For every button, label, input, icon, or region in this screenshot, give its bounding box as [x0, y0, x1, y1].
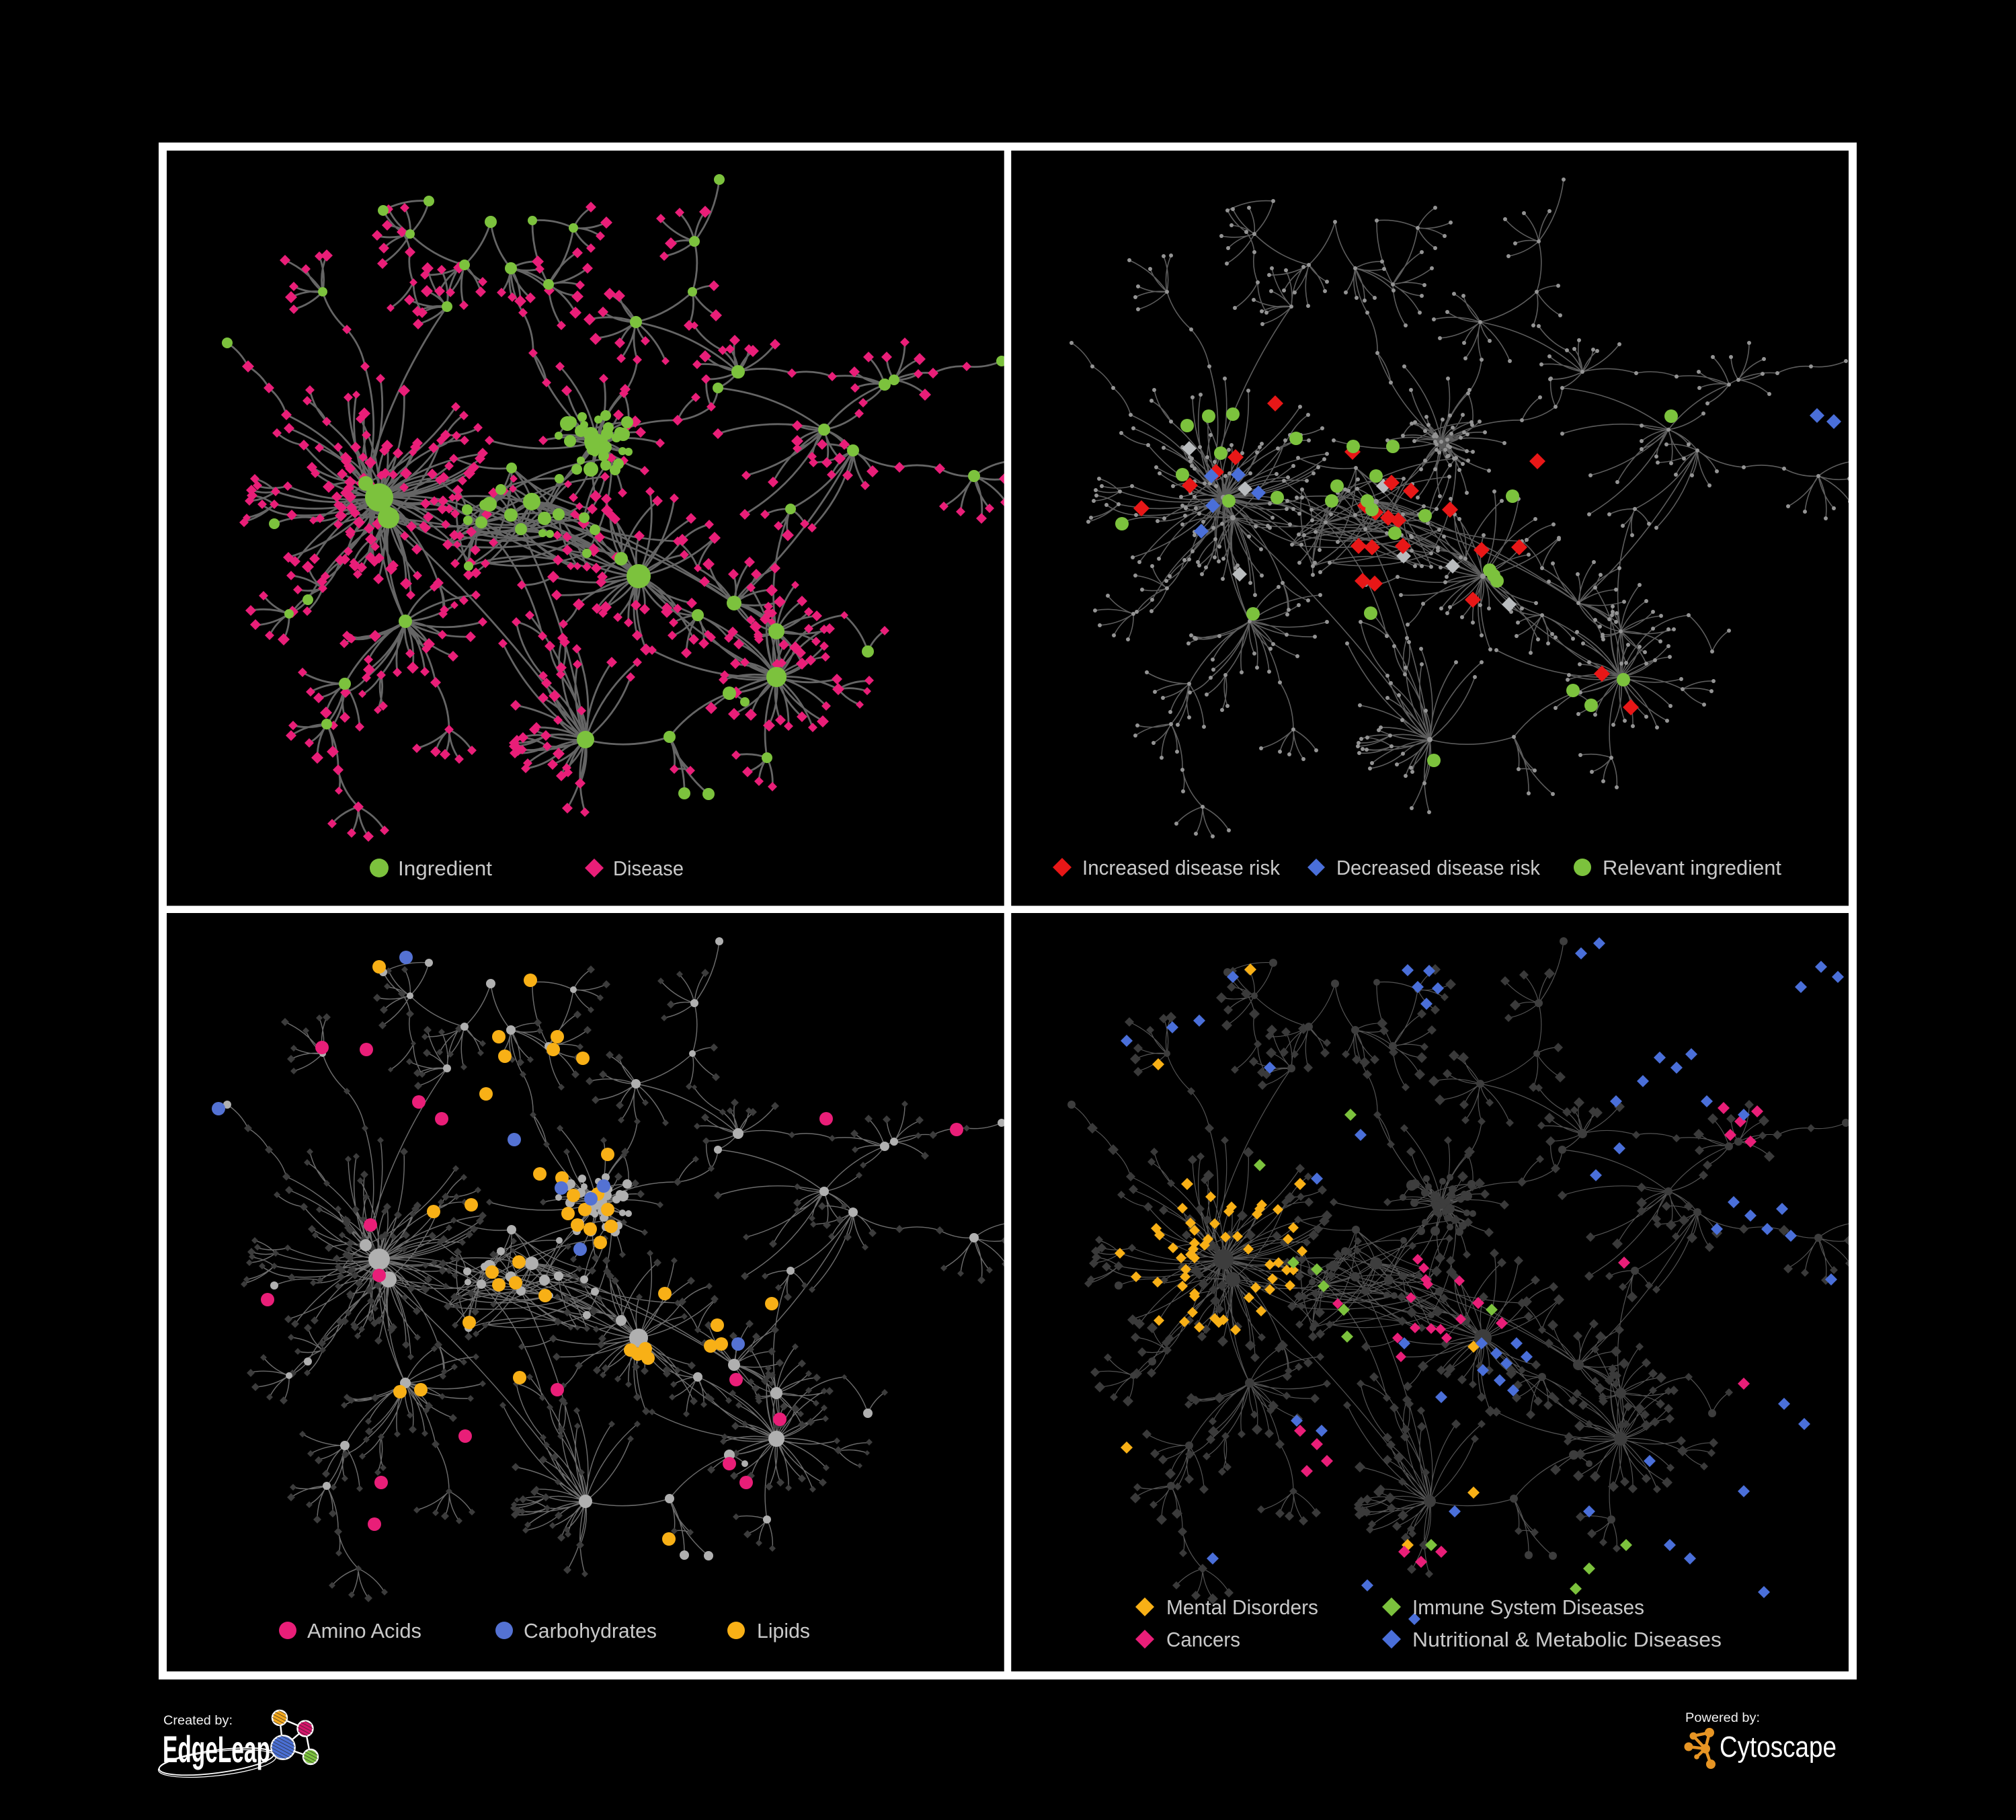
svg-text:Mental Disorders: Mental Disorders	[1166, 1595, 1318, 1619]
svg-text:Cytoscape: Cytoscape	[1720, 1731, 1837, 1764]
svg-text:Powered by:: Powered by:	[1685, 1711, 1760, 1725]
svg-text:Created by:: Created by:	[163, 1714, 233, 1728]
svg-text:Relevant ingredient: Relevant ingredient	[1603, 856, 1781, 879]
svg-text:Cancers: Cancers	[1166, 1628, 1240, 1651]
svg-text:Immune System Diseases: Immune System Diseases	[1412, 1595, 1644, 1619]
svg-text:Increased disease risk: Increased disease risk	[1082, 856, 1280, 879]
svg-text:Decreased disease risk: Decreased disease risk	[1336, 856, 1540, 879]
svg-text:Nutritional & Metabolic Diseas: Nutritional & Metabolic Diseases	[1412, 1628, 1722, 1651]
svg-text:EdgeLeap: EdgeLeap	[163, 1728, 270, 1770]
svg-text:Disease: Disease	[613, 857, 684, 880]
svg-text:Lipids: Lipids	[757, 1619, 810, 1643]
svg-text:Carbohydrates: Carbohydrates	[524, 1619, 657, 1643]
svg-text:Ingredient: Ingredient	[398, 857, 492, 880]
svg-text:Amino Acids: Amino Acids	[307, 1619, 421, 1643]
